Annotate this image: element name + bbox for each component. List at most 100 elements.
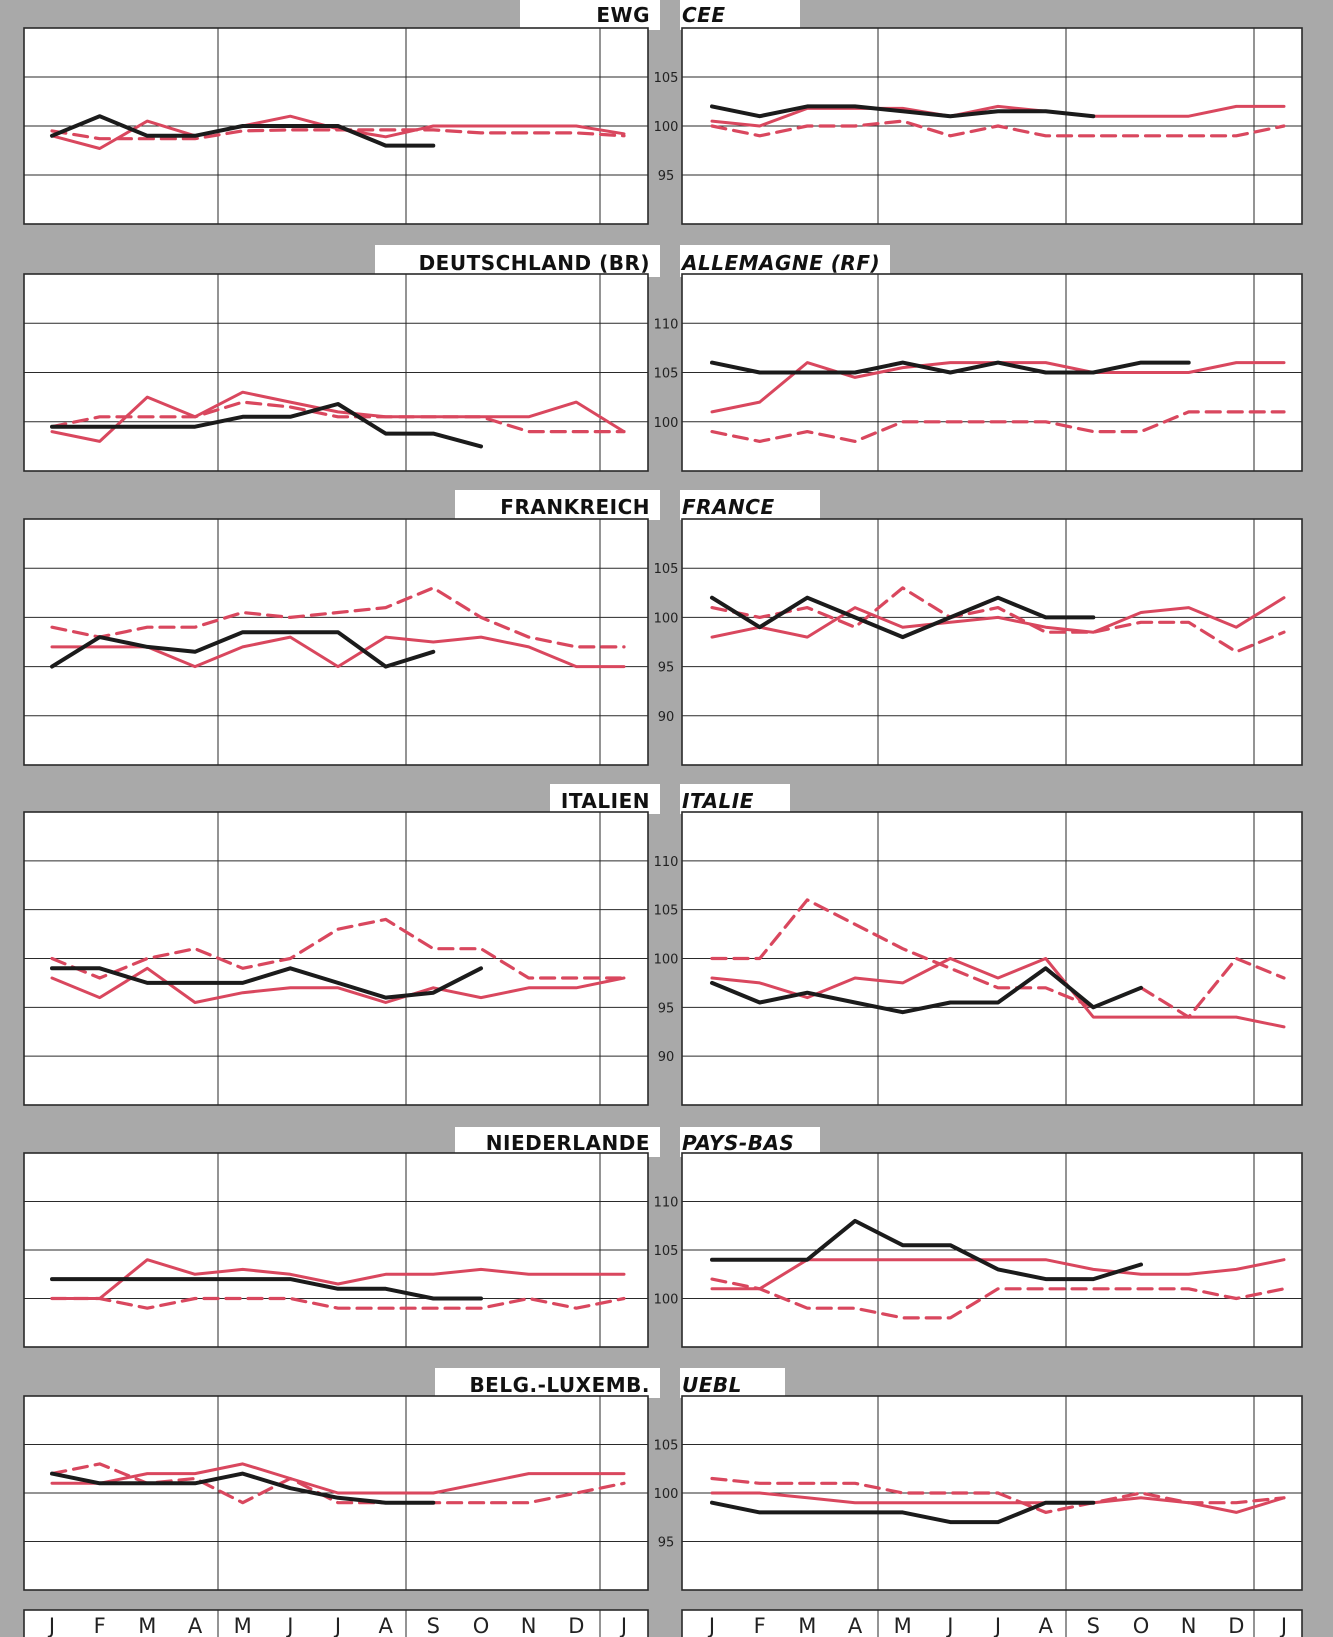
title-band-right [680,245,890,277]
series-line-black [710,104,1096,119]
title-band-left [375,245,660,277]
series-line-black [50,1471,436,1505]
month-label: J [707,1614,715,1637]
plot-frame [681,518,1303,766]
series-line-red-dashed [710,119,1286,138]
series-line-black [50,630,436,669]
y-tick-label: 100 [654,1487,679,1502]
series-line-red-solid [50,1462,626,1495]
panel-title-french: UEBL [682,1373,742,1397]
y-tick-label: 100 [654,611,679,626]
panel-title-french: ALLEMAGNE (RF) [680,251,880,275]
country-panel: DEUTSCHLAND (BR) ALLEMAGNE (RF) 100 105 110 [23,245,1303,472]
series-line-red-solid [710,596,1286,639]
series-line-red-dashed [710,1277,1286,1320]
series-line-red-dashed [710,586,1286,654]
series-line-red-dashed [50,917,626,980]
country-panel: BELG.-LUXEMB. UEBL 95 100 105 [23,1368,1303,1591]
series-line-red-solid [50,966,626,1004]
y-tick-label: 105 [654,1244,679,1259]
panel-title-german: FRANKREICH [500,495,650,519]
y-tick-label: 110 [654,317,679,332]
title-band-right [680,1127,820,1157]
plot-left [23,811,649,1106]
title-band-right [680,784,790,814]
series-line-black [710,1500,1096,1525]
plot-left [23,1395,649,1591]
y-tick-label: 105 [654,367,679,382]
title-band-right [680,1368,785,1398]
series-line-red-dashed [50,586,626,649]
month-label: J [333,1614,341,1637]
series-line-black [710,966,1143,1015]
plot-right [681,811,1303,1106]
title-band-left [435,1368,660,1398]
series-line-black [710,1218,1143,1282]
plot-right [681,273,1303,472]
y-tick-label: 95 [658,169,675,184]
title-band-left [550,784,660,814]
panel-title-german: DEUTSCHLAND (BR) [419,251,650,275]
series-line-black [50,1277,483,1301]
panel-title-french: FRANCE [682,495,775,519]
month-label: N [521,1614,537,1637]
title-band-right [680,0,800,30]
series-line-red-dashed [710,410,1286,443]
plot-right [681,1152,1303,1348]
series-line-black [50,402,483,449]
month-label: D [1228,1614,1244,1637]
plot-right [681,518,1303,766]
y-tick-label: 110 [654,1196,679,1211]
month-label: J [47,1614,55,1637]
y-tick-label: 100 [654,416,679,431]
month-label: J [993,1614,1001,1637]
series-line-black [710,595,1096,640]
y-tick-label: 110 [654,855,679,870]
month-label: A [188,1614,203,1637]
y-tick-label: 100 [654,953,679,968]
month-label: O [473,1614,490,1637]
series-line-red-solid [50,390,626,443]
plot-left [23,27,649,225]
series-line-black [710,360,1191,375]
panel-title-german: NIEDERLANDE [486,1131,650,1155]
month-label: M [894,1614,912,1637]
y-tick-label: 105 [654,1439,679,1454]
month-strip-left [23,1609,649,1637]
month-label: A [1038,1614,1053,1637]
title-band-right [680,490,820,520]
month-label: J [1279,1614,1287,1637]
panel-title-french: ITALIE [682,789,754,813]
plot-right [681,1395,1303,1591]
month-label: M [798,1614,816,1637]
month-label: F [94,1614,106,1637]
y-tick-label: 100 [654,1293,679,1308]
panel-stack: EWG CEE 95 100 105 DEUTSCHLAND (BR) ALLEMAGNE … [23,0,1303,1591]
month-strip-right [681,1609,1303,1637]
series-line-red-dashed [50,128,626,141]
series-line-red-solid [50,1258,626,1300]
country-panel: EWG CEE 95 100 105 [23,0,1303,225]
panel-title-german: EWG [596,3,650,27]
month-label: S [1087,1614,1100,1637]
month-label: D [568,1614,584,1637]
series-line-red-dashed [710,898,1286,1019]
y-tick-label: 95 [658,1001,675,1016]
y-tick-label: 90 [658,1050,675,1065]
panel-title-german: BELG.-LUXEMB. [469,1373,650,1397]
country-panel: NIEDERLANDE PAYS-BAS 100 105 110 [23,1127,1303,1348]
month-label: J [619,1614,627,1637]
plot-left [23,518,649,766]
month-label: J [285,1614,293,1637]
month-label: M [138,1614,156,1637]
title-band-left [455,490,660,520]
title-band-left [520,0,660,30]
month-label: S [427,1614,440,1637]
panel-title-french: PAYS-BAS [682,1131,794,1155]
series-line-red-dashed [50,400,626,434]
series-line-red-dashed [710,1476,1286,1515]
country-panel: FRANKREICH FRANCE 90 95 100 105 [23,490,1303,766]
month-label: A [378,1614,393,1637]
